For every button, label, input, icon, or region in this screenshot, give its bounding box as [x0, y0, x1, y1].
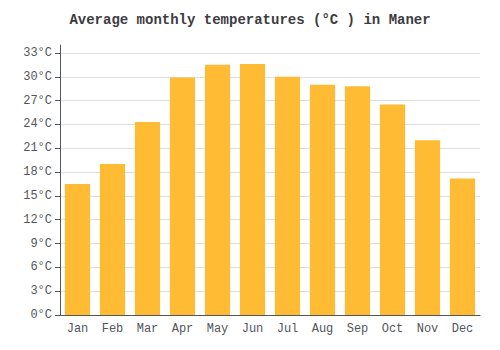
- svg-text:Apr: Apr: [172, 322, 194, 336]
- svg-text:Sep: Sep: [347, 322, 369, 336]
- svg-text:33°C: 33°C: [23, 46, 52, 60]
- svg-text:Mar: Mar: [137, 322, 159, 336]
- svg-text:15°C: 15°C: [23, 189, 52, 203]
- svg-text:Oct: Oct: [382, 322, 404, 336]
- svg-text:12°C: 12°C: [23, 213, 52, 227]
- svg-text:Aug: Aug: [312, 322, 334, 336]
- svg-text:Jun: Jun: [242, 322, 264, 336]
- svg-text:Jul: Jul: [277, 322, 299, 336]
- svg-text:18°C: 18°C: [23, 165, 52, 179]
- svg-text:24°C: 24°C: [23, 117, 52, 131]
- svg-text:Feb: Feb: [102, 322, 124, 336]
- svg-text:May: May: [207, 322, 229, 336]
- svg-text:Nov: Nov: [417, 322, 439, 336]
- svg-text:21°C: 21°C: [23, 141, 52, 155]
- svg-text:Average monthly temperatures (: Average monthly temperatures (°C ) in Ma…: [69, 12, 430, 28]
- svg-text:Jan: Jan: [67, 322, 89, 336]
- svg-text:9°C: 9°C: [30, 237, 52, 251]
- svg-text:3°C: 3°C: [30, 284, 52, 298]
- svg-text:0°C: 0°C: [30, 308, 52, 322]
- svg-text:30°C: 30°C: [23, 70, 52, 84]
- svg-text:Dec: Dec: [452, 322, 474, 336]
- svg-text:6°C: 6°C: [30, 260, 52, 274]
- svg-text:27°C: 27°C: [23, 94, 52, 108]
